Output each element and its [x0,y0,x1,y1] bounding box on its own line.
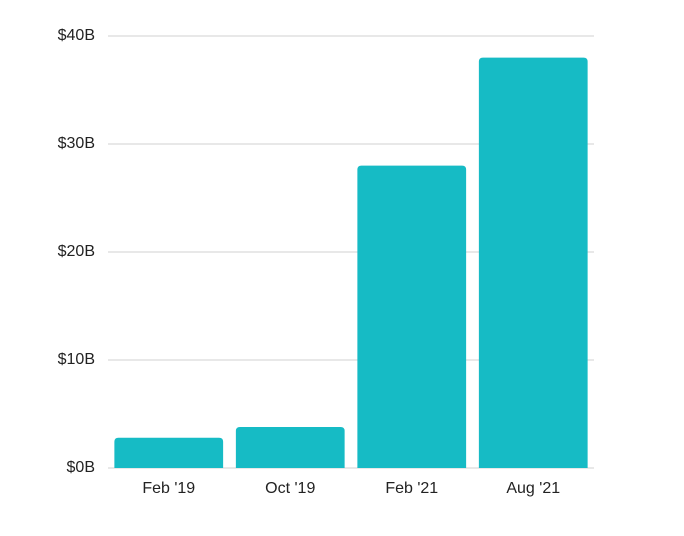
bar [357,165,467,468]
y-tick-label: $30B [58,135,95,152]
x-tick-label: Feb '21 [385,480,438,497]
y-tick-label: $10B [58,351,95,368]
y-tick-label: $0B [67,459,95,476]
x-tick-label: Oct '19 [265,480,315,497]
y-tick-label: $40B [58,27,95,44]
x-tick-label: Aug '21 [506,480,560,497]
x-tick-label: Feb '19 [142,480,195,497]
bar [114,437,224,468]
bar [235,426,345,468]
bar [478,57,588,468]
y-tick-label: $20B [58,243,95,260]
